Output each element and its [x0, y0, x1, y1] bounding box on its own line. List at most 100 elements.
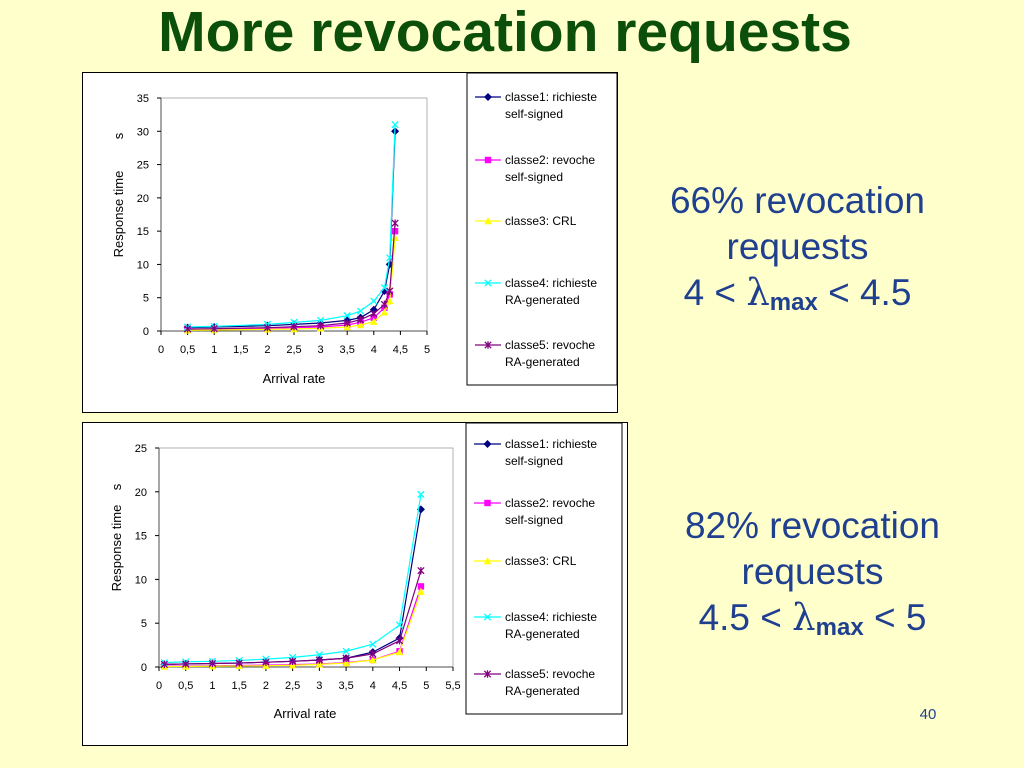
legend-entry-label: classe5: revoche RA-generated — [505, 338, 595, 369]
data-point — [386, 297, 394, 305]
data-point — [343, 312, 351, 320]
y-tick-label: 10 — [137, 259, 149, 271]
x-tick-label: 0 — [156, 680, 162, 692]
legend-entry-label: classe2: revoche self-signed — [505, 153, 595, 184]
data-point — [182, 660, 190, 668]
series-4 — [160, 490, 425, 667]
legend-entry-label: classe3: CRL — [505, 554, 577, 568]
data-point — [370, 309, 378, 318]
series-line — [164, 586, 422, 667]
legend-entry-label: classe1: richieste self-signed — [505, 90, 597, 121]
series-line — [187, 124, 396, 328]
legend-entry-label: classe5: revoche RA-generated — [505, 667, 595, 698]
series-line — [187, 231, 396, 331]
legend-entry-label: classe4: richieste RA-generated — [505, 610, 597, 641]
data-point — [208, 659, 217, 668]
series-3 — [183, 233, 399, 334]
data-point — [356, 307, 365, 315]
data-point — [315, 660, 324, 668]
annotation-bottom: 82% revocation requests 4.5 < λmax < 5 — [660, 503, 965, 651]
legend-entry-label: classe1: richieste self-signed — [505, 437, 597, 468]
data-point — [263, 323, 272, 332]
y-tick-label: 15 — [135, 531, 147, 543]
slide-title: More revocation requests — [158, 0, 852, 64]
x-tick-label: 4,5 — [393, 344, 408, 356]
legend-key-marker — [483, 557, 492, 565]
y-tick-label: 0 — [141, 662, 147, 674]
data-point — [342, 654, 350, 662]
x-axis-label: Arrival rate — [274, 706, 337, 721]
data-point — [288, 657, 297, 666]
data-point — [356, 321, 365, 329]
legend-key-marker — [484, 341, 492, 349]
annotation-bottom-range: 4.5 < λmax < 5 — [698, 596, 927, 641]
y-tick-label: 10 — [135, 574, 147, 586]
lambda-symbol: λ — [792, 596, 816, 639]
y-axis-label: Response time — [109, 505, 124, 592]
y-axis-unit: s — [111, 132, 126, 139]
series-line — [164, 591, 422, 668]
annotation-bottom-line2: requests — [741, 551, 884, 592]
range-upper: 5 — [905, 597, 927, 638]
x-tick-label: 1,5 — [233, 344, 248, 356]
y-tick-label: 25 — [135, 443, 147, 455]
legend-key-marker — [484, 217, 492, 225]
data-point — [343, 319, 351, 327]
y-tick-label: 30 — [137, 126, 149, 138]
legend-entry-line: classe2: revoche — [505, 496, 595, 510]
data-point — [391, 219, 399, 227]
annotation-top-line2: requests — [726, 226, 869, 267]
legend-key-marker — [484, 93, 492, 101]
legend-box — [466, 73, 617, 386]
legend-key-marker — [483, 613, 492, 621]
y-axis-label: Response time — [111, 171, 126, 258]
data-point — [342, 659, 350, 667]
y-tick-label: 5 — [143, 293, 149, 305]
chart-top: 0 5 10 15 20 25 30 35 0 0,5 1 1,5 2 2,5 3 3,5 4 4,5 5 Respo… — [82, 72, 618, 413]
data-point — [315, 656, 324, 664]
legend-entry-line: classe3: CRL — [505, 554, 577, 568]
legend: classe1: richieste self-signed classe2: re… — [465, 423, 623, 715]
series-line — [164, 494, 422, 664]
legend-entry-line: classe4: richieste — [505, 610, 597, 624]
legend-box — [465, 423, 623, 715]
legend-key-marker — [483, 440, 492, 448]
data-point — [160, 660, 169, 669]
y-tick-label: 35 — [137, 93, 149, 105]
data-point — [356, 315, 365, 324]
data-point — [380, 300, 389, 309]
data-point — [395, 637, 404, 645]
data-point — [380, 287, 389, 296]
series-line — [187, 237, 396, 331]
x-tick-label: 1 — [209, 680, 215, 692]
legend-key-marker — [484, 279, 492, 287]
legend-entry-line: RA-generated — [505, 627, 580, 641]
data-point — [342, 647, 350, 655]
series-line — [187, 131, 396, 329]
y-tick-label: 5 — [141, 618, 147, 630]
series-line — [164, 509, 422, 665]
page-number: 40 — [919, 706, 937, 723]
data-point — [210, 324, 218, 333]
data-point — [386, 287, 394, 295]
legend-entry-label: classe2: revoche self-signed — [505, 496, 595, 527]
lambda-subscript: max — [815, 614, 864, 641]
data-point — [380, 308, 389, 316]
lambda-symbol: λ — [746, 271, 770, 314]
legend-entry-line: RA-generated — [505, 684, 580, 698]
legend-entry-label: classe4: richieste RA-generated — [505, 276, 597, 307]
legend-entry-line: classe5: revoche — [505, 338, 595, 352]
data-point — [316, 316, 325, 325]
x-tick-label: 2 — [264, 344, 270, 356]
legend-key-marker — [484, 499, 491, 507]
data-point — [369, 650, 377, 658]
chart-bottom-svg: 0 5 10 15 20 25 0 0,5 1 1,5 2 2,5 3 3,5 4 4,5 5 5,5 Respon… — [109, 423, 623, 721]
legend-entry-label: classe3: CRL — [505, 214, 577, 228]
annotation-top-line1: 66% revocation — [669, 180, 926, 221]
annotation-top-range: 4 < λmax < 4.5 — [683, 271, 912, 316]
legend-entry-line: self-signed — [505, 170, 563, 184]
series-4 — [183, 120, 399, 331]
x-tick-label: 1,5 — [232, 680, 247, 692]
x-tick-label: 1 — [211, 344, 217, 356]
data-point — [395, 648, 404, 656]
